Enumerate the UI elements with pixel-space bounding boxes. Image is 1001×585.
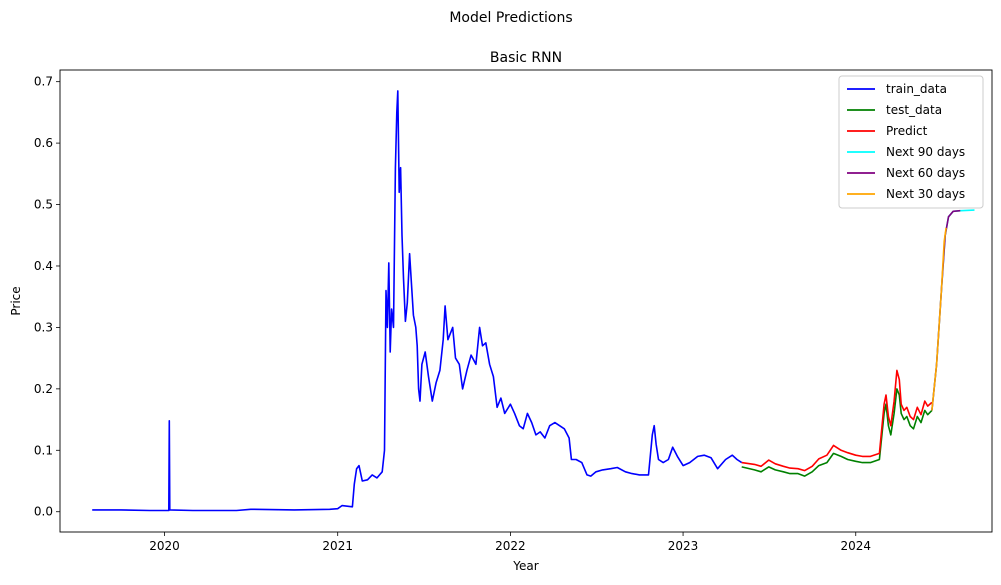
- y-tick-label: 0.2: [34, 382, 53, 396]
- x-axis: 2020 2021 2022 2023 2024: [149, 532, 871, 553]
- figure-title: Model Predictions: [449, 10, 572, 26]
- y-axis: 0.0 0.1 0.2 0.3 0.4 0.5 0.6 0.7: [34, 75, 60, 519]
- y-tick-label: 0.3: [34, 320, 53, 334]
- y-axis-label: Price: [9, 286, 23, 315]
- y-tick-label: 0.6: [34, 136, 53, 150]
- legend-label: Next 60 days: [886, 166, 965, 180]
- x-tick-label: 2020: [149, 539, 180, 553]
- x-axis-label: Year: [512, 559, 538, 573]
- series-line-predict: [741, 369, 933, 472]
- y-tick-label: 0.5: [34, 198, 53, 212]
- x-tick-label: 2021: [322, 539, 353, 553]
- axes-frame: [59, 69, 993, 533]
- legend-label: Next 30 days: [886, 187, 965, 201]
- legend-label: train_data: [886, 82, 947, 96]
- series-line-train-data: [92, 90, 743, 512]
- chart-title: Basic RNN: [490, 50, 562, 66]
- y-tick-label: 0.1: [34, 443, 53, 457]
- series-line-next-90-days: [931, 209, 975, 411]
- y-tick-label: 0.0: [34, 505, 53, 519]
- x-tick-label: 2023: [668, 539, 699, 553]
- series-line-next-30-days: [931, 227, 947, 411]
- legend-label: Predict: [886, 124, 928, 138]
- x-tick-label: 2022: [495, 539, 526, 553]
- plot-series: [92, 90, 975, 512]
- legend-label: Next 90 days: [886, 145, 965, 159]
- series-line-test-data: [741, 388, 933, 477]
- y-tick-label: 0.7: [34, 75, 53, 89]
- legend: train_data test_data Predict Next 90 days Ne…: [838, 75, 984, 209]
- legend-box: [838, 75, 984, 209]
- series-line-next-60-days: [931, 209, 961, 411]
- y-tick-label: 0.4: [34, 259, 53, 273]
- x-tick-label: 2024: [840, 539, 871, 553]
- legend-label: test_data: [886, 103, 942, 117]
